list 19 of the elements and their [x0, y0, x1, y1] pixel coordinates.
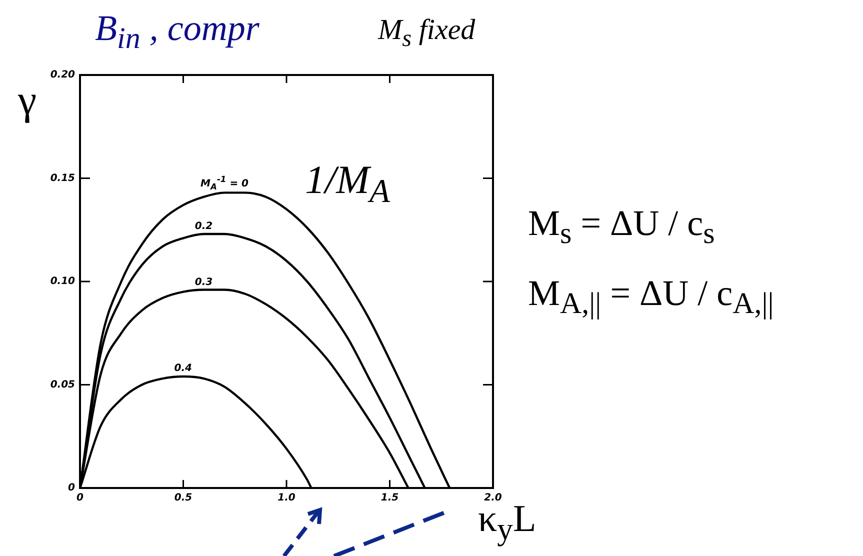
y-tick-label: 0.05	[50, 379, 76, 390]
y-tick-label: 0.10	[50, 276, 76, 288]
series-label: 0.3	[194, 276, 213, 288]
y-axis-title: γ	[18, 78, 37, 124]
series-label: M$_{A}$$^{-1}$ = 0	[200, 174, 249, 192]
legend-title: 1/M$_{A}$	[305, 157, 390, 210]
series-label: 0.2	[194, 221, 213, 232]
y-tick-label: 0.20	[50, 70, 76, 81]
x-tick-label: 1.0	[278, 492, 296, 504]
x-tick-label: 0.5	[174, 492, 192, 504]
y-tick-label: 0	[68, 482, 76, 494]
x-tick-label: 0	[76, 492, 84, 504]
chart-subtitle: M$_{s}$ fixed	[378, 14, 476, 52]
text: M$_{s}$ = ΔU / c$_{s}$	[528, 203, 715, 250]
y-tick-label: 0.15	[50, 172, 76, 184]
chart-title: B$_{in}$ , compr	[95, 8, 260, 56]
series-label: 0.4	[174, 363, 192, 374]
text: M$_{A,||}$ = ΔU / c$_{A,||}$	[528, 273, 774, 320]
x-tick-label: 1.5	[380, 492, 399, 504]
